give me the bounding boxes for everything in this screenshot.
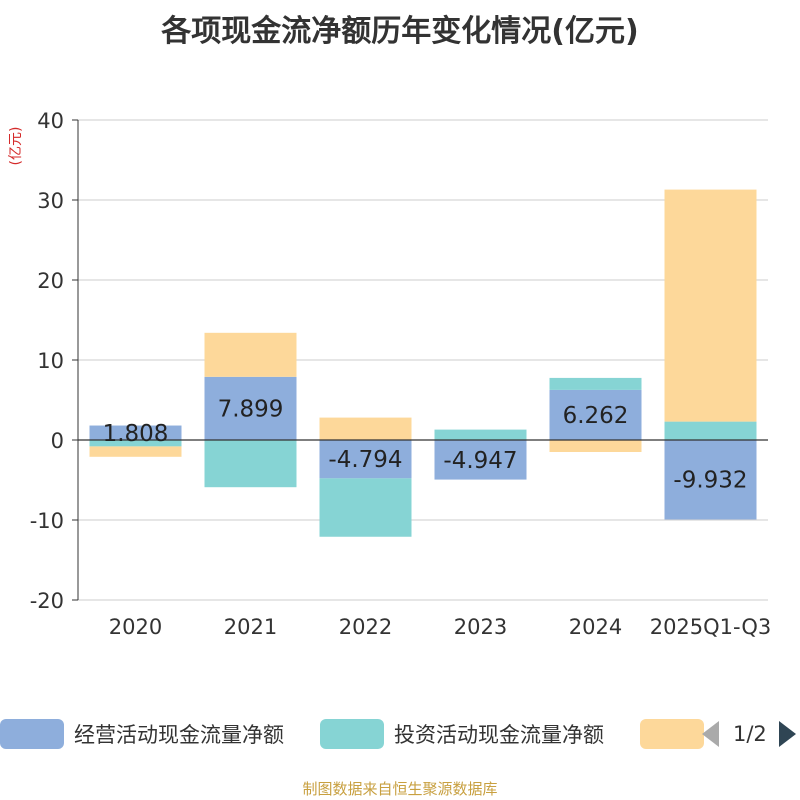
y-tick-label: 10 [37,349,64,373]
legend-item-operating[interactable]: 经营活动现金流量净额 [0,716,284,752]
y-tick-label: 40 [37,109,64,133]
x-tick-label: 2022 [339,615,392,639]
legend-item-investing[interactable]: 投资活动现金流量净额 [320,716,604,752]
legend-pager: 1/2 [702,716,796,752]
legend: 经营活动现金流量净额 投资活动现金流量净额 [0,716,800,752]
bar-2023-series-1 [434,429,527,440]
bar-2021-series-0 [204,376,297,440]
legend-swatch-investing [320,719,384,749]
bar-2021-series-2 [204,332,297,377]
x-tick-label: 2020 [109,615,162,639]
data-label: 6.262 [563,403,629,429]
bar-2024-series-1 [549,377,642,390]
y-tick-label: 30 [37,189,64,213]
data-label: -4.794 [328,447,402,473]
bar-2020-series-2 [89,446,182,457]
chart-title: 各项现金流净额历年变化情况(亿元) [161,14,639,49]
bar-2024-series-2 [549,440,642,452]
bar-2025Q1-Q3-series-1 [664,421,757,440]
bar-2025Q1-Q3-series-0 [664,440,757,520]
chart-area: -20 -10 0 10 20 30 40 (亿元) 1.808 7.899 -4.794 -4.94… [8,109,772,639]
bar-2022-series-1 [319,478,412,537]
legend-label-investing: 投资活动现金流量净额 [394,723,604,747]
legend-label-operating: 经营活动现金流量净额 [74,723,284,747]
y-tick-label: 0 [51,429,64,453]
y-tick-label: 20 [37,269,64,293]
x-tick-label: 2021 [224,615,277,639]
data-label: -9.932 [673,468,747,494]
pager-next-icon[interactable] [778,721,796,747]
bar-2025Q1-Q3-series-2 [664,189,757,422]
y-tick-label: -20 [30,589,64,613]
data-label: -4.947 [443,448,517,474]
data-label: 1.808 [103,421,169,447]
x-tick-label: 2023 [454,615,507,639]
bar-2021-series-1 [204,440,297,488]
pager-prev-icon[interactable] [702,721,719,747]
y-axis-title: (亿元) [8,127,24,166]
bar-2024-series-0 [549,389,642,440]
source-note: 制图数据来自恒生聚源数据库 [302,780,498,798]
bar-2023-series-0 [434,440,527,480]
bar-2020-series-1 [89,440,182,447]
x-tick-label: 2025Q1-Q3 [650,615,772,639]
pager-text: 1/2 [733,722,767,746]
bar-2022-series-2 [319,417,412,440]
bar-2022-series-0 [319,440,412,479]
y-tick-label: -10 [30,509,64,533]
x-tick-label: 2024 [569,615,622,639]
data-label: 7.899 [218,396,284,422]
legend-swatch-operating [0,719,64,749]
bar-2020-series-0 [89,425,182,440]
legend-item-financing[interactable] [640,716,714,752]
legend-swatch-financing [640,719,704,749]
